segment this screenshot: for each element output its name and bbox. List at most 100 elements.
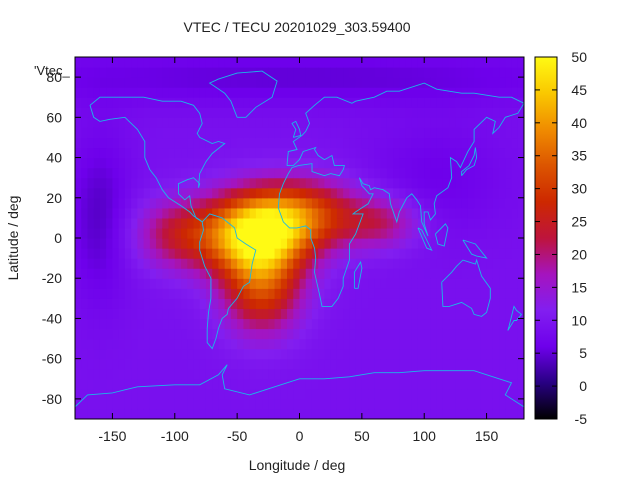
heatmap-cell [249, 238, 257, 249]
heatmap-cell [442, 348, 450, 360]
heatmap-cell [187, 177, 195, 189]
heatmap-cell [93, 248, 101, 259]
heatmap-cell [436, 398, 444, 410]
heatmap-cell [349, 57, 357, 68]
heatmap-cell [299, 167, 307, 179]
heatmap-cell [230, 67, 238, 78]
heatmap-cell [343, 258, 350, 269]
heatmap-cell [274, 358, 282, 370]
heatmap-cell [355, 268, 363, 279]
heatmap-cell [93, 77, 101, 88]
heatmap-cell [499, 328, 506, 340]
heatmap-cell [386, 137, 394, 149]
heatmap-cell [187, 368, 195, 380]
heatmap-cell [449, 137, 457, 149]
heatmap-cell [417, 358, 425, 370]
heatmap-cell [374, 348, 382, 360]
heatmap-cell [193, 378, 201, 390]
heatmap-cell [305, 258, 313, 269]
heatmap-cell [430, 368, 438, 380]
heatmap-cell [230, 187, 238, 199]
heatmap-cell [205, 398, 213, 410]
heatmap-cell [361, 388, 369, 400]
heatmap-cell [486, 238, 494, 249]
heatmap-cell [187, 167, 195, 179]
heatmap-cell [305, 67, 313, 78]
heatmap-cell [249, 398, 257, 410]
heatmap-cell [274, 127, 282, 139]
heatmap-cell [499, 398, 506, 410]
heatmap-cell [368, 207, 375, 219]
heatmap-cell [118, 217, 126, 229]
heatmap-cell [399, 318, 407, 330]
heatmap-cell [374, 268, 382, 279]
heatmap-cell [243, 318, 251, 330]
heatmap-cell [311, 187, 319, 199]
heatmap-cell [318, 378, 326, 390]
heatmap-cell [212, 127, 220, 139]
heatmap-cell [149, 117, 157, 128]
heatmap-cell [330, 117, 338, 128]
heatmap-cell [224, 238, 232, 249]
heatmap-cell [268, 258, 276, 269]
heatmap-cell [93, 177, 101, 189]
heatmap-cell [174, 258, 182, 269]
heatmap-cell [492, 157, 500, 169]
heatmap-cell [311, 398, 319, 410]
heatmap-cell [436, 358, 444, 370]
heatmap-cell [181, 308, 188, 320]
heatmap-cell [430, 328, 438, 340]
heatmap-cell [87, 67, 95, 78]
heatmap-cell [492, 318, 500, 330]
heatmap-cell [112, 167, 120, 179]
heatmap-cell [399, 67, 407, 78]
heatmap-cell [99, 338, 107, 350]
heatmap-cell [499, 248, 506, 259]
heatmap-cell [461, 207, 469, 219]
heatmap-cell [517, 137, 524, 149]
heatmap-cell [455, 278, 463, 289]
heatmap-cell [318, 187, 326, 199]
heatmap-cell [424, 248, 432, 259]
heatmap-cell [293, 187, 301, 199]
heatmap-cell [505, 67, 513, 78]
heatmap-cell [156, 107, 163, 118]
heatmap-cell [511, 298, 519, 309]
heatmap-cell [249, 358, 257, 370]
heatmap-cell [218, 388, 226, 400]
heatmap-cell [330, 398, 338, 410]
heatmap-cell [311, 107, 319, 118]
heatmap-cell [336, 338, 344, 350]
heatmap-cell [449, 378, 457, 390]
coastline-madagascar [353, 260, 363, 289]
heatmap-cell [230, 338, 238, 350]
heatmap-cell [393, 107, 400, 118]
heatmap-cell [442, 187, 450, 199]
heatmap-cell [212, 388, 220, 400]
heatmap-cell [424, 167, 432, 179]
heatmap-cell [106, 248, 114, 259]
heatmap-cell [262, 197, 269, 209]
heatmap-cell [324, 288, 332, 299]
heatmap-cell [230, 57, 238, 68]
heatmap-cell [293, 358, 301, 370]
heatmap-cell [324, 248, 332, 259]
heatmap-cell [187, 298, 195, 309]
heatmap-cell [467, 328, 475, 340]
heatmap-cell [287, 97, 294, 108]
heatmap-cell [461, 167, 469, 179]
heatmap-cell [156, 227, 163, 239]
heatmap-cell [187, 328, 195, 340]
heatmap-cell [386, 288, 394, 299]
heatmap-cell [156, 127, 163, 139]
heatmap-cell [430, 167, 438, 179]
heatmap-cell [149, 258, 157, 269]
heatmap-cell [318, 147, 326, 159]
heatmap-cell [505, 338, 513, 350]
heatmap-cell [156, 338, 163, 350]
heatmap-cell [380, 248, 388, 259]
heatmap-cell [455, 288, 463, 299]
heatmap-cell [480, 197, 488, 209]
heatmap-cell [492, 57, 500, 68]
heatmap-cell [137, 328, 145, 340]
